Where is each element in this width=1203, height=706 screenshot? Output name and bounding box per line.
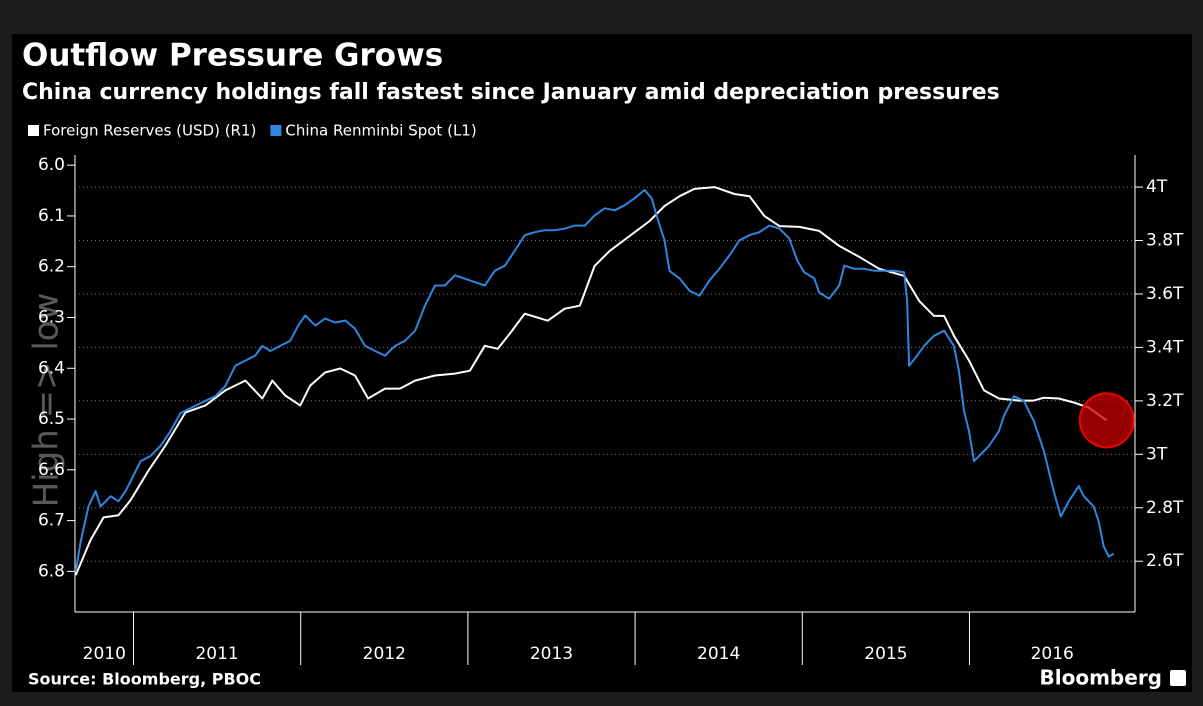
x-tick-label: 2013	[530, 644, 573, 664]
y-tick-label: 6.8	[38, 561, 65, 581]
y2-tick-label: 3T	[1146, 444, 1168, 464]
y2-tick-label: 3.2T	[1146, 391, 1184, 411]
legend-swatch	[28, 125, 39, 136]
brand: Bloomberg	[1040, 666, 1162, 690]
chart-background	[12, 34, 1192, 692]
y-tick-label: 6.1	[38, 206, 65, 226]
x-tick-label: 2012	[363, 644, 406, 664]
y2-tick-label: 3.6T	[1146, 284, 1184, 304]
chart-title: Outflow Pressure Grows	[22, 38, 443, 74]
y-tick-label: 6.2	[38, 257, 65, 277]
y-tick-label: 6.5	[38, 409, 65, 429]
series-line	[74, 186, 1108, 576]
y-tick-label: 6.4	[38, 358, 65, 378]
x-tick-label: 2015	[864, 644, 907, 664]
brand-icon	[1170, 670, 1186, 686]
x-tick-label: 2014	[697, 644, 740, 664]
source: Source: Bloomberg, PBOC	[28, 670, 261, 689]
y-tick-label: 6.3	[38, 307, 65, 327]
x-tick-label: 2010	[83, 644, 126, 664]
watermark: High => low	[27, 293, 67, 508]
y2-tick-label: 4T	[1146, 177, 1168, 197]
y2-tick-label: 2.8T	[1146, 498, 1184, 518]
highlight-circle	[1078, 392, 1135, 449]
x-tick-label: 2011	[195, 644, 238, 664]
chart-subtitle: China currency holdings fall fastest sin…	[22, 80, 1000, 105]
y-tick-label: 6.7	[38, 511, 65, 531]
legend-label: China Renminbi Spot (L1)	[285, 122, 476, 140]
y2-tick-label: 2.6T	[1146, 551, 1184, 571]
series-line	[74, 189, 1115, 572]
x-tick-label: 2016	[1031, 644, 1074, 664]
y-tick-label: 6.6	[38, 460, 65, 480]
legend-label: Foreign Reserves (USD) (R1)	[43, 122, 256, 140]
y2-tick-label: 3.4T	[1146, 337, 1184, 357]
y-tick-label: 6.0	[38, 155, 65, 175]
legend-swatch	[270, 125, 282, 136]
y2-tick-label: 3.8T	[1146, 231, 1184, 251]
